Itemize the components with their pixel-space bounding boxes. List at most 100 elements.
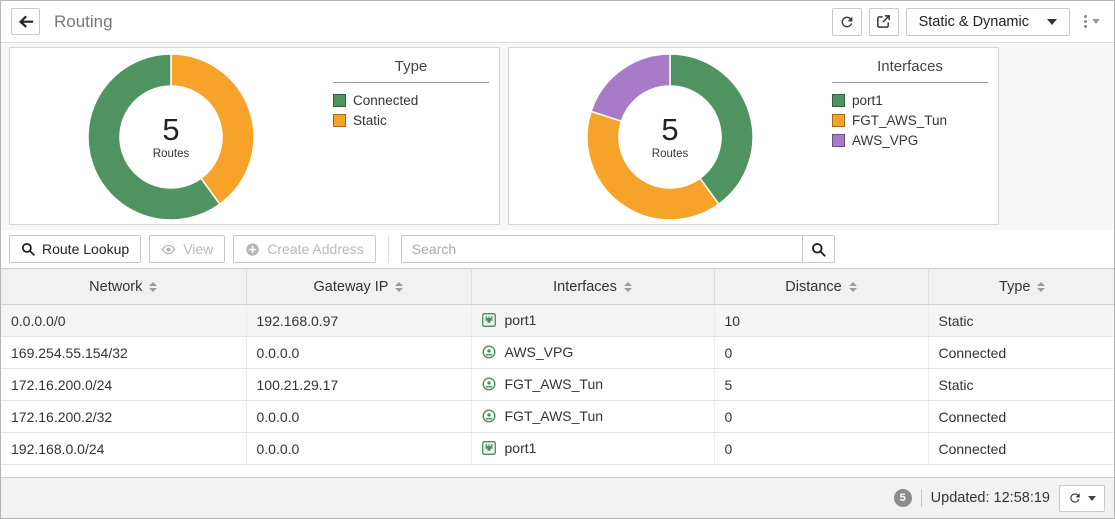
cell-network: 172.16.200.0/24: [1, 368, 247, 401]
column-header-distance[interactable]: Distance: [714, 268, 929, 305]
refresh-icon: [1068, 491, 1082, 505]
legend-item-Connected: Connected: [333, 93, 489, 108]
cell-distance: 0: [714, 400, 929, 433]
external-link-icon: [876, 14, 891, 29]
cell-distance: 0: [714, 336, 929, 369]
legend-item-Static: Static: [333, 113, 489, 128]
plus-circle-icon: [245, 242, 260, 257]
donut-segment-Static[interactable]: [170, 53, 255, 206]
page-title: Routing: [54, 11, 113, 31]
table-row[interactable]: 0.0.0.0/0 192.168.0.97 port1 10 Static: [1, 304, 1114, 337]
sort-icon: [623, 281, 632, 292]
legend-swatch-icon: [832, 134, 845, 147]
port-icon: [481, 440, 496, 455]
search-submit-button[interactable]: [801, 235, 835, 263]
column-label: Interfaces: [553, 278, 617, 295]
column-header-interfaces[interactable]: Interfaces: [471, 268, 715, 305]
table-row[interactable]: 192.168.0.0/24 0.0.0.0 port1 0 Connected: [1, 432, 1114, 465]
interface-name: port1: [504, 311, 537, 328]
cell-type: Connected: [928, 400, 1114, 433]
sort-icon: [149, 281, 158, 292]
cell-network: 169.254.55.154/32: [1, 336, 247, 369]
interfaces-chart-panel: 5 Routes Interfaces port1 FGT_AWS_Tun AWS_…: [508, 47, 999, 225]
tunnel-icon: [481, 376, 496, 391]
legend-label: port1: [852, 93, 883, 108]
more-options-menu-button[interactable]: [1080, 13, 1104, 30]
cell-gateway-ip: 0.0.0.0: [246, 432, 472, 465]
column-header-gateway-ip[interactable]: Gateway IP: [246, 268, 472, 305]
refresh-button[interactable]: [831, 7, 862, 36]
search-group: [400, 235, 835, 263]
content-area: 5 Routes Type Connected Static 5 Routes I…: [1, 44, 1114, 518]
view-label: View: [183, 241, 214, 257]
column-label: Network: [89, 278, 143, 295]
table-header-row: Network Gateway IP Interfaces Distance T…: [1, 268, 1114, 305]
cell-interface: AWS_VPG: [471, 336, 715, 369]
table-toolbar: Route Lookup View Create Address: [1, 230, 1114, 268]
auto-refresh-dropdown-button[interactable]: [1059, 484, 1105, 512]
interface-name: AWS_VPG: [504, 343, 574, 360]
eye-icon: [161, 242, 176, 257]
route-type-legend: Type Connected Static: [327, 58, 499, 128]
search-icon: [21, 242, 35, 256]
toolbar-separator: [387, 236, 389, 262]
donut-segment-AWS_VPG[interactable]: [590, 53, 671, 123]
cell-gateway-ip: 192.168.0.97: [246, 304, 472, 337]
column-header-network[interactable]: Network: [1, 268, 247, 305]
cell-type: Connected: [928, 432, 1114, 465]
donut-segment-FGT_AWS_Tun[interactable]: [586, 110, 720, 221]
cell-type: Static: [928, 304, 1114, 337]
cell-gateway-ip: 100.21.29.17: [246, 368, 472, 401]
cell-distance: 5: [714, 368, 929, 401]
refresh-icon: [839, 14, 855, 30]
port-icon: [481, 312, 496, 327]
legend-title: Type: [333, 58, 489, 83]
route-type-filter-dropdown[interactable]: Static & Dynamic: [905, 7, 1070, 36]
table-row[interactable]: 172.16.200.0/24 100.21.29.17 FGT_AWS_Tun 5 S…: [1, 368, 1114, 401]
route-type-filter-value: Static & Dynamic: [918, 13, 1029, 30]
sort-icon: [848, 281, 857, 292]
open-in-new-window-button[interactable]: [868, 7, 899, 36]
chevron-down-icon: [1047, 18, 1057, 25]
legend-item-port1: port1: [832, 93, 988, 108]
column-label: Gateway IP: [313, 278, 389, 295]
create-address-label: Create Address: [267, 241, 364, 257]
cell-network: 172.16.200.2/32: [1, 400, 247, 433]
route-type-chart-panel: 5 Routes Type Connected Static: [9, 47, 500, 225]
route-lookup-button[interactable]: Route Lookup: [9, 235, 142, 263]
back-arrow-icon: [18, 15, 34, 29]
search-input[interactable]: [400, 235, 802, 263]
column-label: Type: [999, 278, 1031, 295]
donut-segment-port1[interactable]: [669, 53, 754, 206]
cell-interface: FGT_AWS_Tun: [471, 368, 715, 401]
cell-type: Connected: [928, 336, 1114, 369]
view-button[interactable]: View: [149, 235, 226, 263]
table-row[interactable]: 172.16.200.2/32 0.0.0.0 FGT_AWS_Tun 0 Connec…: [1, 400, 1114, 433]
table-row[interactable]: 169.254.55.154/32 0.0.0.0 AWS_VPG 0 Connecte…: [1, 336, 1114, 369]
cell-distance: 10: [714, 304, 929, 337]
chevron-down-icon: [1092, 19, 1100, 24]
interfaces-legend: Interfaces port1 FGT_AWS_Tun AWS_VPG: [826, 58, 998, 148]
back-button[interactable]: [11, 8, 40, 35]
legend-swatch-icon: [832, 114, 845, 127]
legend-label: Static: [353, 113, 387, 128]
column-label: Distance: [785, 278, 842, 295]
donut-segment-Connected[interactable]: [87, 53, 221, 221]
column-header-type[interactable]: Type: [928, 268, 1114, 305]
routes-table-body: 0.0.0.0/0 192.168.0.97 port1 10 Static 169.25…: [1, 304, 1114, 465]
search-icon: [811, 242, 826, 257]
cell-gateway-ip: 0.0.0.0: [246, 336, 472, 369]
interfaces-donut-chart: 5 Routes: [585, 52, 755, 222]
interface-name: FGT_AWS_Tun: [504, 407, 604, 424]
create-address-button[interactable]: Create Address: [233, 235, 376, 263]
legend-title: Interfaces: [832, 58, 988, 83]
cell-network: 192.168.0.0/24: [1, 432, 247, 465]
interface-name: port1: [504, 439, 537, 456]
legend-swatch-icon: [333, 94, 346, 107]
cell-network: 0.0.0.0/0: [1, 304, 247, 337]
sort-icon: [395, 281, 404, 292]
legend-label: AWS_VPG: [852, 133, 919, 148]
vertical-dots-icon: [1084, 15, 1087, 28]
status-bar: 5 Updated: 12:58:19: [1, 477, 1114, 518]
